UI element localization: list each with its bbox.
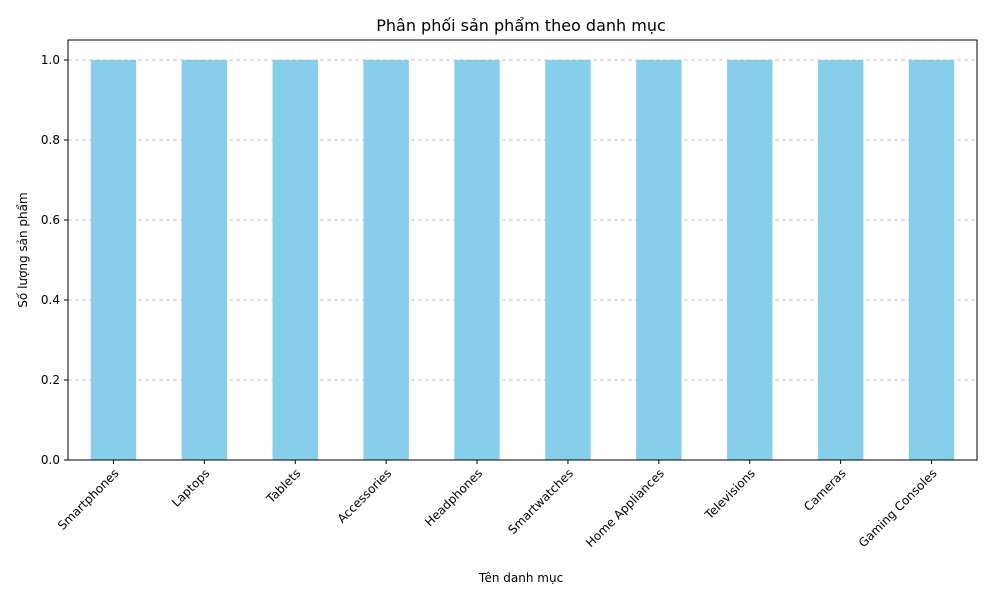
y-tick-label: 0.0 bbox=[41, 453, 60, 467]
y-tick-label: 0.6 bbox=[41, 213, 60, 227]
bar bbox=[181, 60, 228, 460]
x-tick-label: Gaming Consoles bbox=[856, 466, 940, 550]
bar bbox=[817, 60, 864, 460]
x-tick-label: Smartwatches bbox=[505, 466, 576, 537]
bar bbox=[272, 60, 318, 460]
bar bbox=[636, 60, 682, 460]
bars bbox=[90, 60, 955, 460]
bar bbox=[545, 60, 591, 460]
bar bbox=[908, 60, 955, 460]
y-tick-label: 0.8 bbox=[41, 133, 60, 147]
y-tick-label: 1.0 bbox=[41, 53, 60, 67]
y-axis-label: Số lượng sản phẩm bbox=[16, 192, 30, 307]
bar bbox=[727, 60, 773, 460]
bar bbox=[454, 60, 500, 460]
x-tick-label: Home Appliances bbox=[583, 466, 667, 550]
plot-frame bbox=[67, 39, 978, 461]
x-tick-label: Accessories bbox=[335, 466, 395, 526]
bar bbox=[90, 60, 137, 460]
x-axis-label: Tên danh mục bbox=[478, 571, 563, 585]
x-tick-label: Tablets bbox=[263, 466, 303, 506]
x-axis-ticks: Smartphones Laptops Tablets Accessories Head… bbox=[55, 460, 940, 550]
chart-title: Phân phối sản phẩm theo danh mục bbox=[376, 16, 666, 35]
y-tick-label: 0.2 bbox=[41, 373, 60, 387]
x-tick-label: Laptops bbox=[169, 466, 213, 510]
x-tick-label: Headphones bbox=[422, 466, 485, 529]
x-tick-label: Televisions bbox=[702, 466, 758, 522]
x-tick-label: Smartphones bbox=[55, 466, 122, 533]
y-tick-label: 0.4 bbox=[41, 293, 60, 307]
x-tick-label: Cameras bbox=[801, 466, 849, 514]
bar bbox=[363, 60, 409, 460]
y-axis-ticks: 0.0 0.2 0.4 0.6 0.8 1.0 bbox=[41, 53, 68, 467]
